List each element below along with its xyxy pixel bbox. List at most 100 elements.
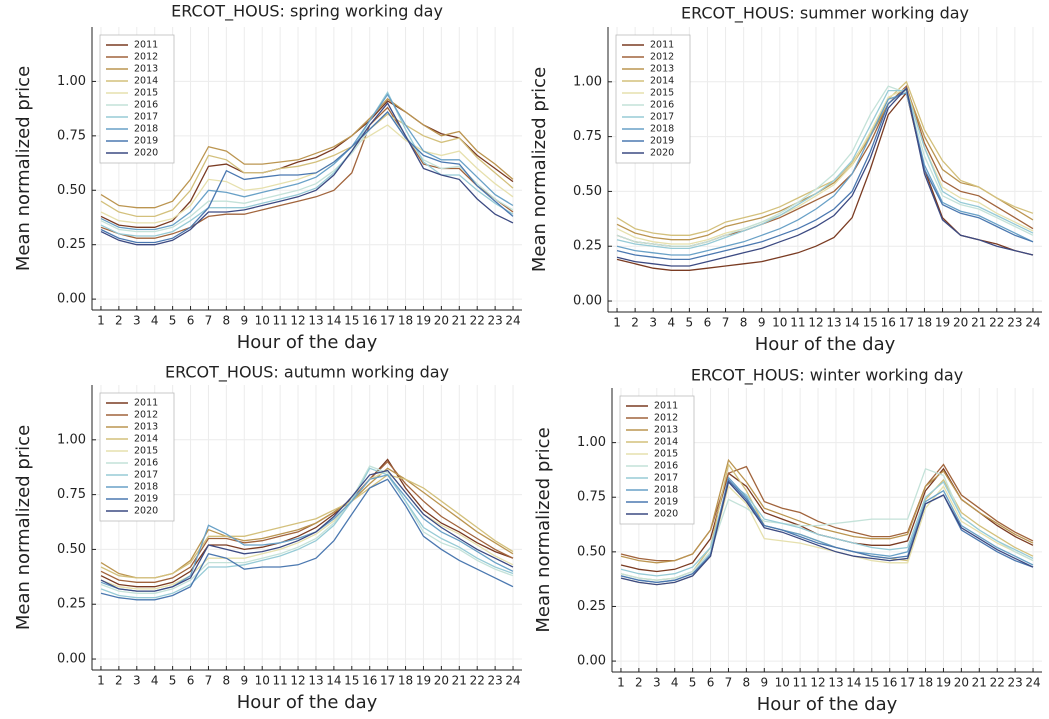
y-tick-label: 1.00	[57, 74, 86, 89]
x-tick-label: 20	[953, 316, 968, 330]
y-axis-label: Mean normalized price	[13, 66, 34, 271]
x-tick-label: 14	[326, 674, 341, 688]
legend-label: 2018	[654, 485, 678, 496]
x-tick-label: 19	[936, 676, 951, 690]
x-tick-label: 12	[810, 676, 825, 690]
x-tick-label: 5	[169, 314, 177, 328]
x-tick-label: 16	[881, 316, 896, 330]
x-tick-label: 10	[255, 674, 270, 688]
x-tick-label: 19	[416, 674, 431, 688]
x-tick-label: 17	[900, 676, 915, 690]
legend-label: 2011	[650, 40, 674, 51]
legend-label: 2014	[134, 434, 158, 445]
series-line	[616, 89, 1034, 250]
x-tick-label: 14	[846, 676, 861, 690]
x-axis-label: Hour of the day	[757, 694, 898, 715]
series-line	[100, 478, 514, 601]
y-tick-label: 0.75	[57, 487, 86, 502]
x-tick-label: 2	[631, 316, 639, 330]
legend-label: 2017	[134, 470, 158, 481]
y-tick-label: 0.25	[57, 597, 86, 612]
legend-label: 2014	[650, 76, 674, 87]
y-tick-label: 1.00	[57, 432, 86, 447]
legend-label: 2013	[134, 422, 158, 433]
x-tick-label: 4	[151, 314, 159, 328]
legend-label: 2015	[654, 449, 678, 460]
legend-label: 2018	[134, 124, 158, 135]
y-tick-label: 0.25	[57, 237, 86, 252]
x-tick-label: 1	[97, 314, 105, 328]
legend-label: 2013	[134, 64, 158, 75]
x-tick-label: 18	[918, 676, 933, 690]
series-line	[100, 460, 514, 583]
chart-title: ERCOT_HOUS: spring working day	[171, 2, 443, 22]
x-tick-label: 8	[743, 676, 751, 690]
y-tick-label: 0.00	[577, 654, 606, 669]
x-tick-label: 24	[505, 674, 520, 688]
legend-label: 2019	[654, 497, 678, 508]
y-axis-label: Mean normalized price	[529, 67, 550, 272]
x-tick-label: 10	[255, 314, 270, 328]
series-line	[100, 97, 514, 209]
x-tick-label: 20	[954, 676, 969, 690]
x-tick-label: 5	[169, 674, 177, 688]
x-tick-label: 24	[1025, 676, 1040, 690]
x-tick-label: 21	[971, 316, 986, 330]
x-tick-label: 9	[760, 676, 768, 690]
series-line	[100, 124, 514, 224]
y-tick-label: 0.50	[57, 542, 86, 557]
legend-label: 2011	[134, 398, 158, 409]
x-tick-label: 23	[487, 674, 502, 688]
x-tick-label: 17	[380, 674, 395, 688]
legend-label: 2019	[134, 494, 158, 505]
series-line	[616, 87, 1034, 245]
x-tick-label: 19	[935, 316, 950, 330]
y-tick-label: 1.00	[573, 74, 602, 89]
chart-title: ERCOT_HOUS: summer working day	[681, 4, 969, 24]
legend-label: 2015	[650, 88, 674, 99]
y-tick-label: 0.50	[57, 183, 86, 198]
legend-label: 2015	[134, 88, 158, 99]
y-tick-label: 0.25	[577, 599, 606, 614]
y-tick-label: 0.75	[57, 128, 86, 143]
x-tick-label: 18	[398, 314, 413, 328]
y-tick-label: 0.25	[573, 239, 602, 254]
series-line	[100, 110, 514, 233]
x-tick-label: 5	[689, 676, 697, 690]
x-tick-label: 3	[649, 316, 657, 330]
legend-label: 2012	[134, 52, 158, 63]
x-tick-label: 2	[635, 676, 643, 690]
y-axis-label: Mean normalized price	[13, 425, 34, 630]
series-line	[100, 113, 514, 218]
x-tick-label: 7	[725, 676, 733, 690]
legend-label: 2020	[654, 509, 678, 520]
y-tick-label: 0.00	[573, 294, 602, 309]
series-line	[100, 474, 514, 579]
x-tick-label: 12	[290, 674, 305, 688]
x-tick-label: 15	[864, 676, 879, 690]
x-tick-label: 21	[452, 314, 467, 328]
x-tick-label: 18	[398, 674, 413, 688]
series-line	[100, 469, 514, 590]
x-tick-label: 4	[151, 674, 159, 688]
x-tick-label: 2	[115, 674, 123, 688]
series-line	[616, 85, 1034, 247]
x-tick-label: 4	[671, 676, 679, 690]
x-tick-label: 3	[133, 674, 141, 688]
x-tick-label: 6	[704, 316, 712, 330]
x-tick-label: 8	[740, 316, 748, 330]
x-tick-label: 23	[1007, 316, 1022, 330]
legend-label: 2011	[654, 401, 678, 412]
y-tick-label: 0.75	[573, 129, 602, 144]
x-tick-label: 20	[434, 314, 449, 328]
legend-label: 2011	[134, 40, 158, 51]
x-tick-label: 22	[989, 316, 1004, 330]
x-tick-label: 11	[272, 314, 287, 328]
legend-label: 2012	[654, 413, 678, 424]
series-line	[620, 480, 1034, 577]
x-tick-label: 7	[205, 314, 213, 328]
y-tick-label: 1.00	[577, 435, 606, 450]
chart-title: ERCOT_HOUS: winter working day	[691, 366, 963, 386]
x-tick-label: 9	[240, 674, 248, 688]
x-tick-label: 17	[380, 314, 395, 328]
